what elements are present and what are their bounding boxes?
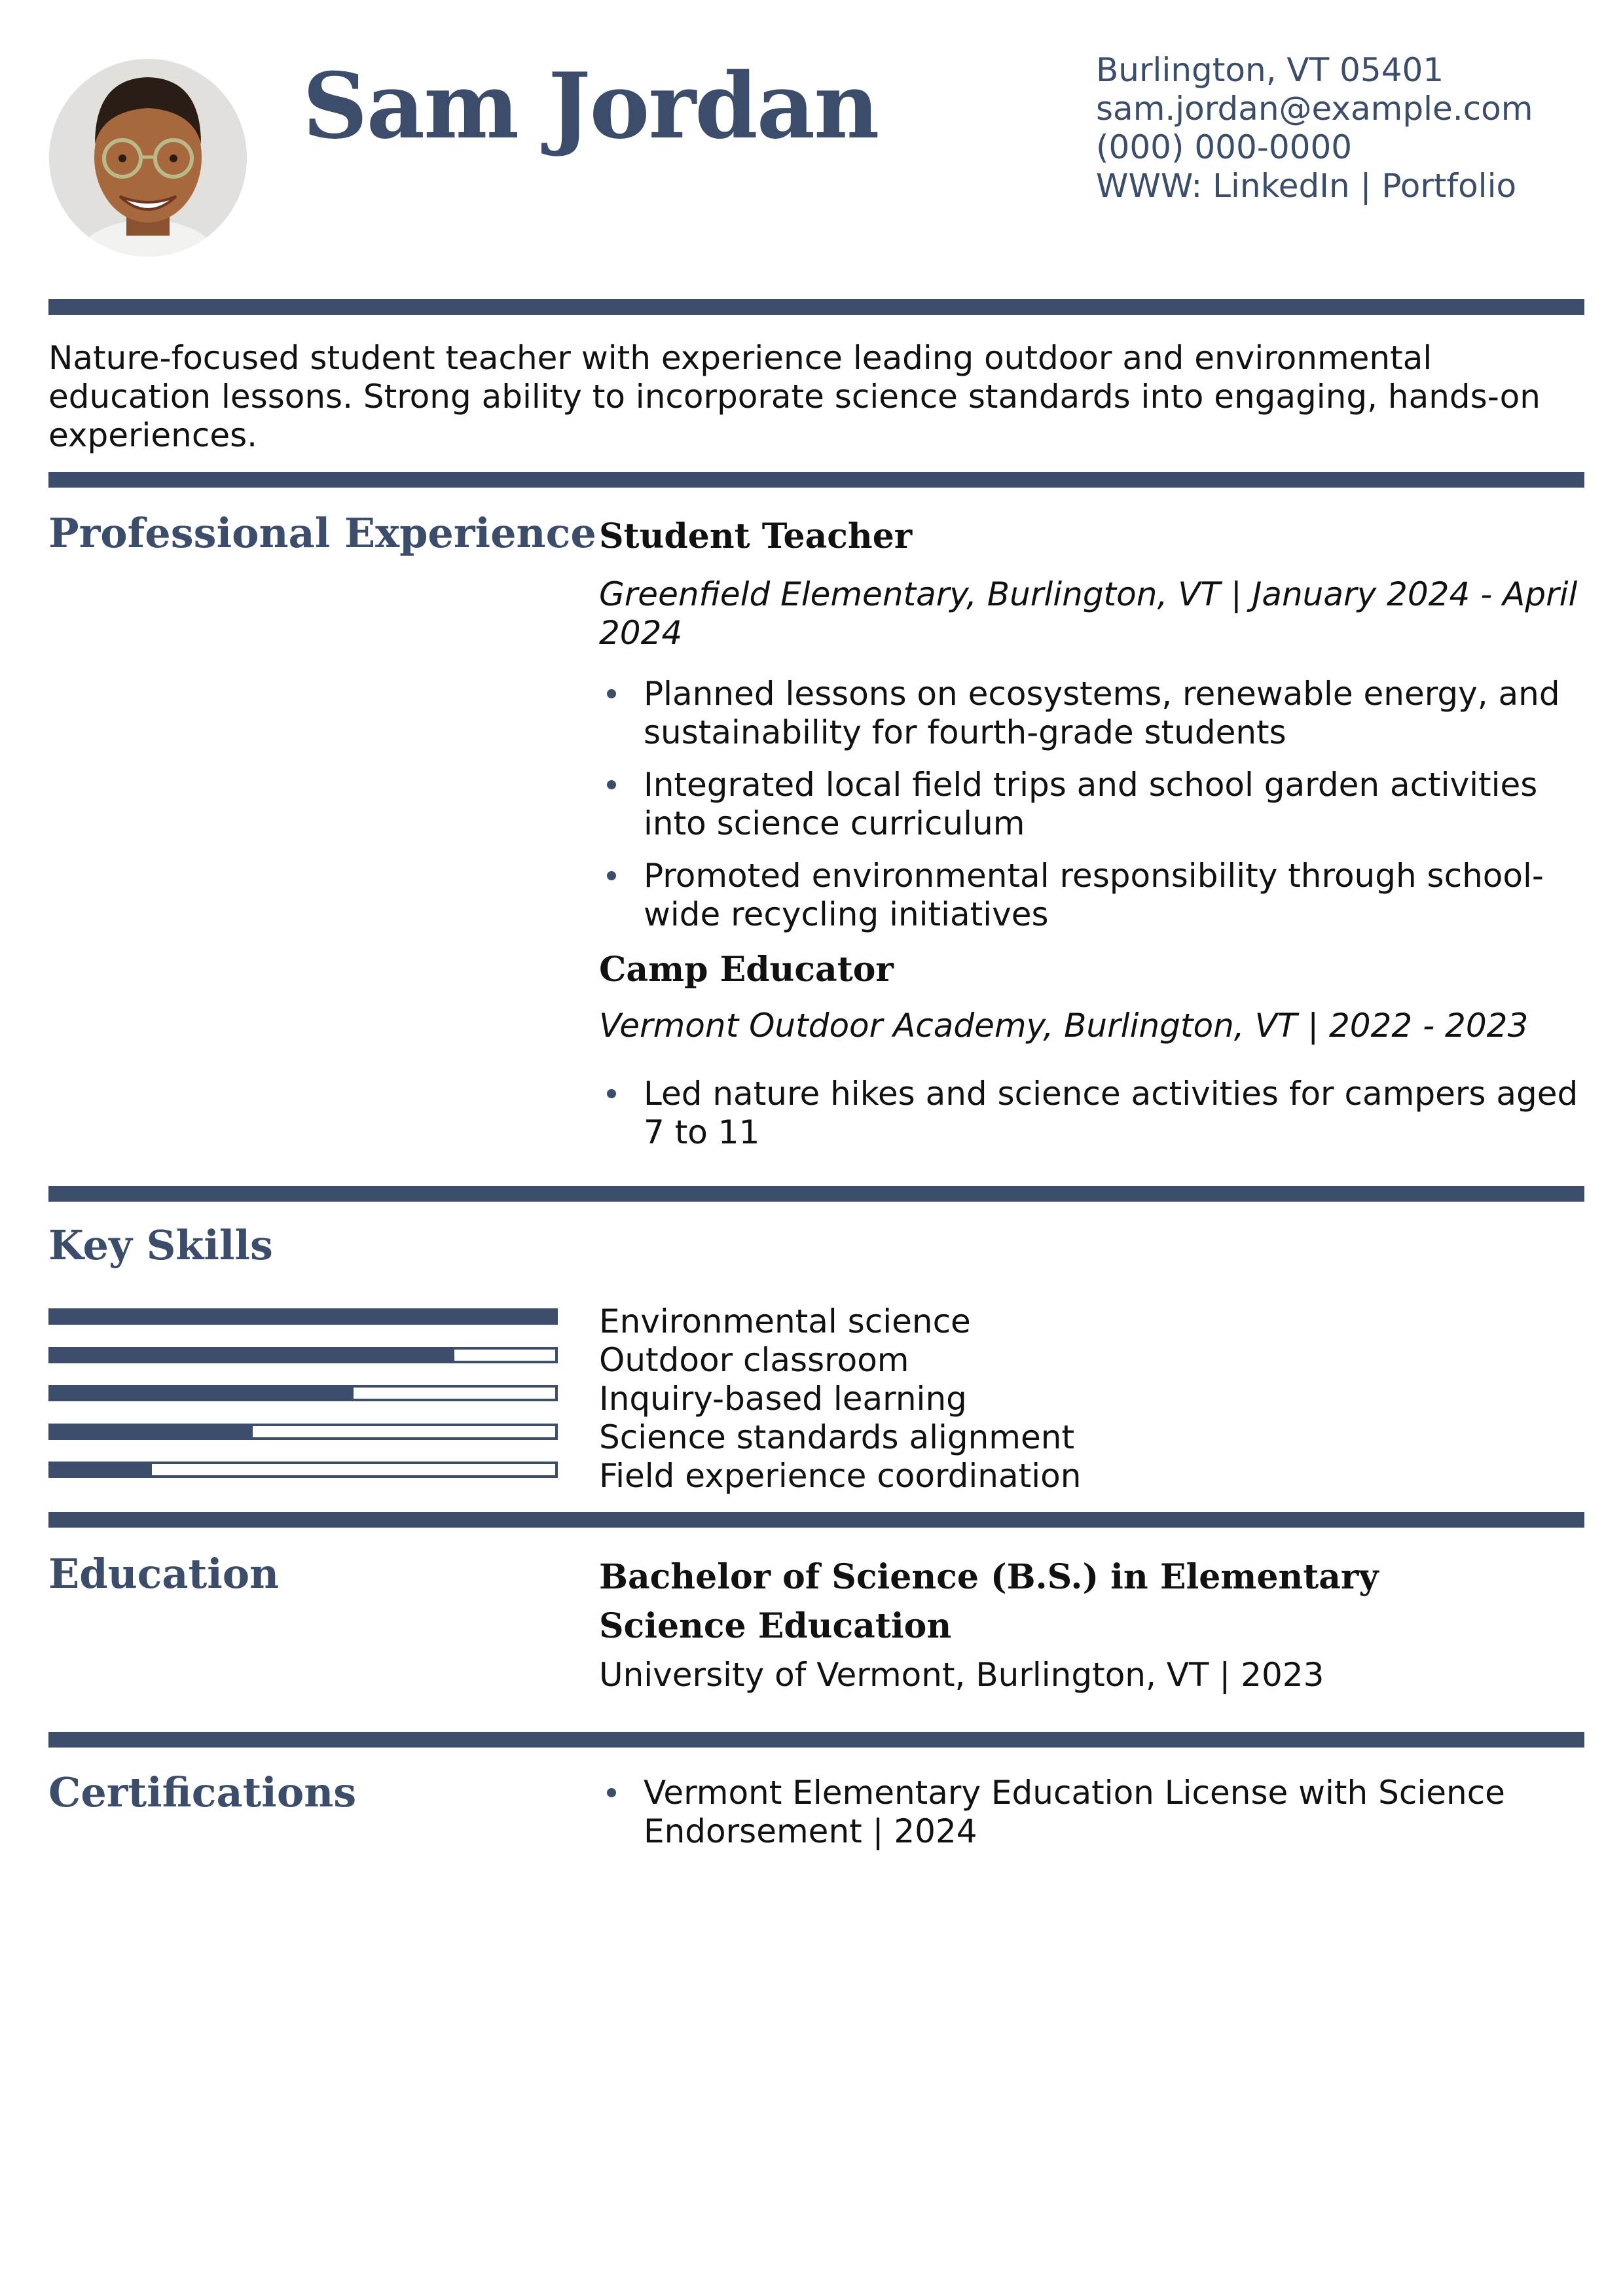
- list-item: Promoted environmental responsibility th…: [599, 857, 1588, 934]
- skill-label: Inquiry-based learning: [599, 1380, 967, 1418]
- skill-label: Environmental science: [599, 1302, 971, 1340]
- job-entry: Student Teacher Greenfield Elementary, B…: [599, 514, 1588, 934]
- skill-level-bar: [48, 1462, 558, 1478]
- job-bullets: Led nature hikes and science activities …: [599, 1075, 1588, 1152]
- skill-label: Science standards alignment: [599, 1418, 1075, 1456]
- section-heading-experience: Professional Experience: [48, 509, 596, 557]
- skill-level-fill: [51, 1349, 454, 1361]
- bullet-icon: [607, 780, 616, 789]
- bullet-icon: [607, 1089, 616, 1098]
- list-item: Led nature hikes and science activities …: [599, 1075, 1588, 1152]
- bullet-icon: [607, 689, 616, 698]
- skill-label: Outdoor classroom: [599, 1341, 909, 1379]
- bullet-icon: [607, 871, 616, 880]
- portfolio-link[interactable]: Portfolio: [1381, 167, 1517, 205]
- skill-level-bar: [48, 1385, 558, 1401]
- skill-label: Field experience coordination: [599, 1457, 1082, 1495]
- linkedin-link[interactable]: LinkedIn: [1213, 167, 1350, 205]
- skill-level-fill: [51, 1388, 354, 1399]
- skill-level-fill: [51, 1464, 152, 1475]
- list-item: Vermont Elementary Education License wit…: [599, 1774, 1588, 1851]
- summary: Nature-focused student teacher with expe…: [48, 339, 1541, 454]
- skill-level-bar: [48, 1423, 558, 1440]
- section-heading-education: Education: [48, 1550, 280, 1598]
- list-item: Integrated local field trips and school …: [599, 766, 1588, 843]
- job-entry: Camp Educator Vermont Outdoor Academy, B…: [599, 948, 1588, 1152]
- profile-photo: [49, 59, 247, 257]
- candidate-name: Sam Jordan: [302, 52, 879, 159]
- job-title: Student Teacher: [599, 516, 913, 556]
- divider: [48, 1512, 1584, 1528]
- skill-level-fill: [51, 1426, 253, 1437]
- job-title: Camp Educator: [599, 950, 894, 990]
- job-meta: Vermont Outdoor Academy, Burlington, VT …: [599, 1007, 1529, 1045]
- bullet-icon: [607, 1788, 616, 1797]
- web-links: WWW: LinkedIn | Portfolio: [1096, 167, 1533, 206]
- education-entry: Bachelor of Science (B.S.) in Elementary…: [599, 1552, 1516, 1695]
- experience-list: Student Teacher Greenfield Elementary, B…: [599, 514, 1588, 1166]
- certifications-list: Vermont Elementary Education License wit…: [599, 1774, 1588, 1865]
- skill-level-fill: [51, 1311, 555, 1322]
- web-prefix: WWW:: [1096, 167, 1203, 205]
- job-meta: Greenfield Elementary, Burlington, VT | …: [599, 575, 1578, 652]
- divider: [48, 472, 1584, 488]
- section-heading-certifications: Certifications: [48, 1768, 357, 1816]
- degree: Bachelor of Science (B.S.) in Elementary…: [599, 1557, 1379, 1646]
- skill-level-bar: [48, 1346, 558, 1363]
- divider: [48, 1186, 1584, 1202]
- avatar: [49, 59, 247, 257]
- separator: |: [1360, 167, 1372, 205]
- skill-level-bar: [48, 1308, 558, 1325]
- divider: [48, 1732, 1584, 1748]
- divider: [48, 299, 1584, 315]
- list-item: Planned lessons on ecosystems, renewable…: [599, 675, 1588, 752]
- phone: (000) 000-0000: [1096, 128, 1353, 166]
- location: Burlington, VT 05401: [1096, 51, 1444, 89]
- job-bullets: Planned lessons on ecosystems, renewable…: [599, 675, 1588, 934]
- email-link[interactable]: sam.jordan@example.com: [1096, 90, 1533, 128]
- section-heading-skills: Key Skills: [48, 1221, 273, 1269]
- contact-info: Burlington, VT 05401 sam.jordan@example.…: [1096, 51, 1533, 206]
- skill-labels: Environmental science Outdoor classroom …: [599, 1302, 1588, 1496]
- school: University of Vermont, Burlington, VT | …: [599, 1656, 1324, 1694]
